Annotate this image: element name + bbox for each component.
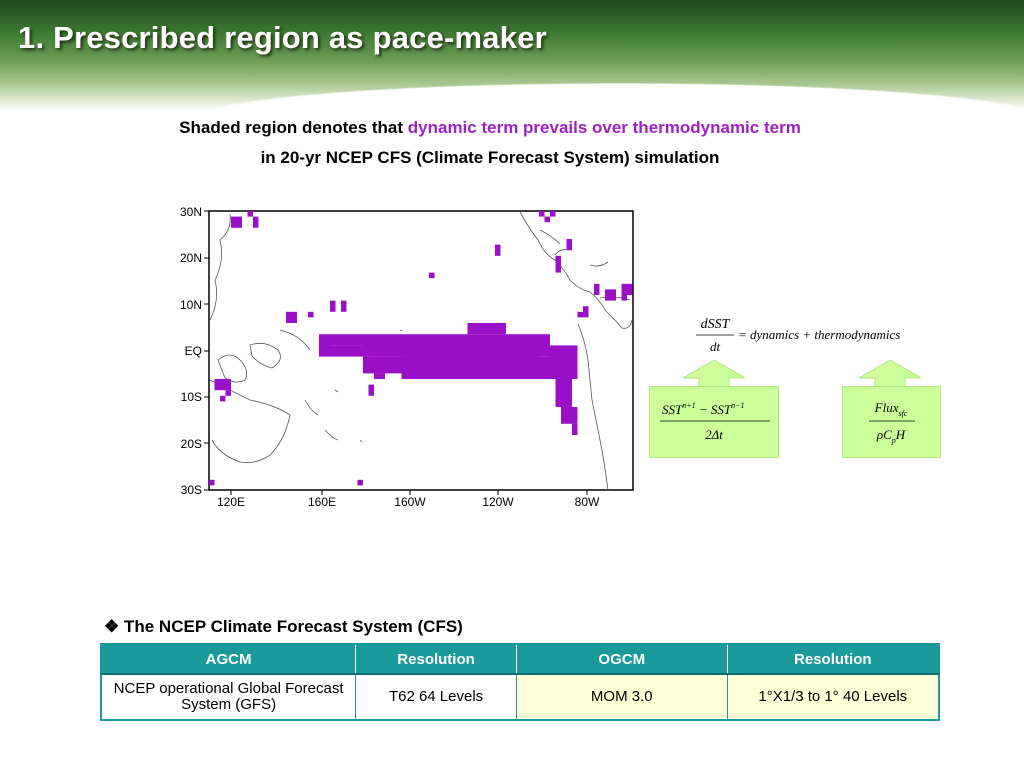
dynamics-formula: SSTn+1 − SSTn−1 2Δt bbox=[660, 401, 770, 442]
subtitle-accent: dynamic term prevails over thermodynamic… bbox=[407, 118, 801, 137]
shaded-cell bbox=[253, 216, 259, 228]
shaded-cell bbox=[550, 211, 556, 217]
shaded-cell bbox=[374, 373, 385, 379]
table-header-cell: Resolution bbox=[726, 643, 940, 675]
shaded-cell bbox=[550, 345, 578, 379]
shaded-cell bbox=[368, 351, 374, 357]
lon-label: 120W bbox=[482, 495, 514, 509]
shaded-cell bbox=[247, 211, 253, 217]
cfs-table: AGCM Resolution OGCM Resolution NCEP ope… bbox=[100, 643, 940, 721]
table-header-cell: AGCM bbox=[100, 643, 357, 675]
shaded-cells bbox=[209, 211, 633, 486]
shaded-cell bbox=[566, 239, 572, 251]
shaded-cell bbox=[225, 390, 231, 396]
sst-tendency-equation: dSST dt = dynamics + thermodynamics bbox=[696, 317, 900, 354]
shaded-cell bbox=[346, 345, 363, 357]
lon-label: 160W bbox=[394, 495, 426, 509]
shaded-cell bbox=[621, 283, 633, 295]
shaded-cell bbox=[401, 356, 556, 379]
shaded-cell bbox=[363, 334, 550, 357]
lat-ticks bbox=[204, 210, 588, 495]
slide-title: 1. Prescribed region as pace-maker bbox=[18, 20, 547, 55]
banner-swoosh bbox=[0, 60, 1024, 120]
shaded-cell bbox=[357, 479, 363, 486]
lat-label: EQ bbox=[185, 344, 202, 358]
table-cell: NCEP operational Global Forecast System … bbox=[100, 673, 357, 721]
subtitle-prefix: Shaded region denotes that bbox=[179, 118, 408, 137]
title-banner bbox=[0, 0, 1024, 120]
shaded-cell bbox=[561, 407, 578, 424]
shaded-cell bbox=[555, 379, 572, 407]
shaded-cell bbox=[368, 384, 374, 396]
shaded-cell bbox=[572, 423, 578, 435]
diamond-bullet-icon: ❖ bbox=[104, 617, 120, 636]
lat-label: 30S bbox=[181, 483, 202, 497]
equation-lhs-numerator: dSST bbox=[701, 317, 731, 332]
cfs-heading-text: The NCEP Climate Forecast System (CFS) bbox=[123, 617, 463, 636]
dynamics-denominator: 2Δt bbox=[705, 427, 723, 442]
shaded-cell bbox=[495, 244, 501, 256]
dynamics-numerator: SSTn+1 − SSTn−1 bbox=[662, 401, 745, 417]
shaded-cell bbox=[467, 323, 506, 335]
shaded-cell bbox=[286, 311, 297, 323]
shaded-cell bbox=[544, 216, 550, 223]
table-row: NCEP operational Global Forecast System … bbox=[100, 673, 940, 721]
subtitle-line-2: in 20-yr NCEP CFS (Climate Forecast Syst… bbox=[260, 148, 720, 167]
table-header-cell: Resolution bbox=[355, 643, 517, 675]
shaded-cell bbox=[209, 479, 215, 486]
flux-numerator: Fluxsfc bbox=[874, 400, 908, 418]
shaded-cell bbox=[577, 311, 583, 318]
shaded-cell bbox=[319, 334, 330, 357]
table-header-cell: OGCM bbox=[515, 643, 728, 675]
lat-label: 20N bbox=[180, 251, 202, 265]
shaded-cell bbox=[220, 395, 226, 402]
up-arrow-icon bbox=[859, 360, 921, 388]
shaded-cell bbox=[555, 255, 561, 273]
lon-label: 120E bbox=[217, 495, 245, 509]
shaded-cell bbox=[341, 300, 347, 312]
table-header-row: AGCM Resolution OGCM Resolution bbox=[100, 643, 940, 675]
lon-label: 80W bbox=[575, 495, 600, 509]
shaded-cell bbox=[308, 311, 314, 318]
lat-label: 30N bbox=[180, 205, 202, 219]
flux-denominator: ρCpH bbox=[876, 427, 906, 445]
latitude-labels: 30N 20N 10N EQ 10S 20S 30S bbox=[180, 205, 202, 497]
shaded-cell bbox=[594, 283, 600, 295]
lat-label: 10N bbox=[180, 298, 202, 312]
tropical-pacific-map: 30N 20N 10N EQ 10S 20S 30S 120E 160E 160… bbox=[180, 205, 634, 509]
shaded-cell bbox=[583, 306, 589, 318]
shaded-cell bbox=[621, 295, 627, 301]
subtitle-line-1: Shaded region denotes that dynamic term … bbox=[0, 118, 980, 138]
table-cell: T62 64 Levels bbox=[355, 673, 517, 721]
dynamics-term-box: SSTn+1 − SSTn−1 2Δt bbox=[649, 386, 779, 458]
shaded-cell bbox=[357, 345, 363, 351]
shaded-cell bbox=[231, 216, 242, 228]
up-arrow-icon bbox=[683, 360, 745, 388]
lon-label: 160E bbox=[308, 495, 336, 509]
table-cell: MOM 3.0 bbox=[515, 673, 728, 721]
equation-lhs-denominator: dt bbox=[710, 339, 721, 354]
lat-label: 10S bbox=[181, 390, 202, 404]
shaded-cell bbox=[539, 211, 545, 217]
lat-label: 20S bbox=[181, 437, 202, 451]
cfs-heading: ❖ The NCEP Climate Forecast System (CFS) bbox=[104, 617, 463, 637]
shaded-cell bbox=[605, 289, 616, 301]
equation-rhs: = dynamics + thermodynamics bbox=[738, 327, 900, 342]
shaded-cell bbox=[429, 272, 435, 279]
shaded-cell bbox=[330, 334, 363, 346]
shaded-cell bbox=[330, 300, 336, 312]
longitude-labels: 120E 160E 160W 120W 80W bbox=[217, 495, 600, 509]
shaded-cell bbox=[330, 345, 347, 357]
table-cell: 1°X1/3 to 1° 40 Levels bbox=[726, 673, 940, 721]
thermodynamics-term-box: Fluxsfc ρCpH bbox=[842, 386, 941, 458]
thermodynamics-formula: Fluxsfc ρCpH bbox=[869, 400, 915, 445]
shaded-cell bbox=[214, 379, 231, 391]
coastlines bbox=[209, 211, 633, 491]
